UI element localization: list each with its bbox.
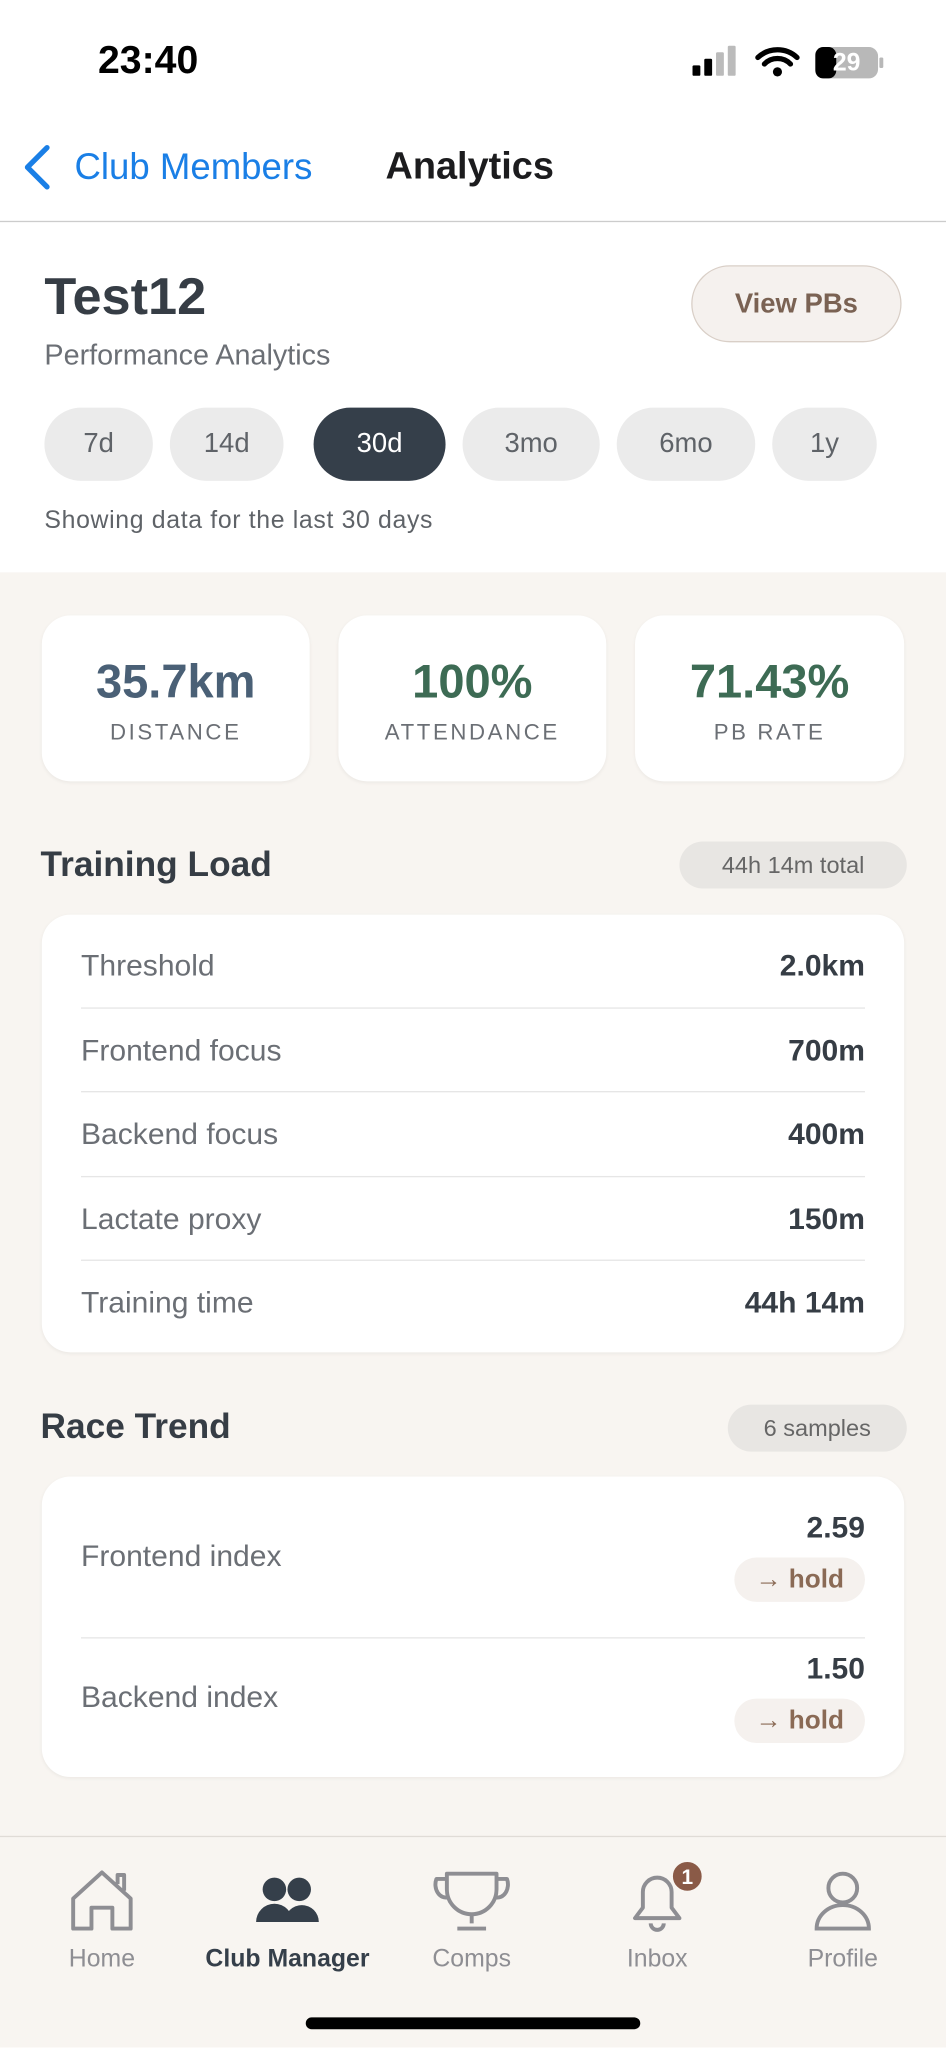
row-value: 700m xyxy=(788,1032,865,1067)
training-load-card: Threshold 2.0km Frontend focus 700m Backend … xyxy=(41,914,905,1353)
row-label: Frontend index xyxy=(81,1538,282,1573)
trend-pill: → hold xyxy=(734,1557,865,1602)
tab-label[interactable]: Club Manager xyxy=(205,1945,370,1974)
range-pill[interactable]: 30d xyxy=(313,407,446,481)
range-pill[interactable]: 14d xyxy=(169,407,284,481)
row-label: Backend index xyxy=(81,1679,279,1714)
status-time: 23:40 xyxy=(97,39,199,83)
stat-card: 71.43% PB RATE xyxy=(635,615,905,782)
stat-label: ATTENDANCE xyxy=(384,719,560,745)
row-separator xyxy=(81,1637,865,1639)
trend-pill: → hold xyxy=(734,1698,865,1744)
row-label: Backend focus xyxy=(81,1116,279,1151)
row-label: Threshold xyxy=(81,947,215,982)
stat-card: 35.7km DISTANCE xyxy=(41,615,310,782)
stat-value: 100% xyxy=(412,654,533,709)
row-value: 150m xyxy=(788,1200,865,1235)
row-separator xyxy=(81,1175,865,1177)
section-badge: 6 samples xyxy=(727,1404,907,1452)
subtitle: Performance Analytics xyxy=(44,338,331,372)
stat-value: 35.7km xyxy=(95,654,256,709)
row-value: 2.59 xyxy=(806,1509,865,1544)
view-pbs-button[interactable]: View PBs xyxy=(691,265,902,343)
section-title: Race Trend xyxy=(40,1406,231,1446)
tab-bar: 1 Home Club Manager Comps Inbox Profile xyxy=(0,1835,946,2048)
range-pill[interactable]: 1y xyxy=(772,407,877,481)
row-separator xyxy=(81,1259,865,1261)
inbox-badge: 1 xyxy=(681,1866,693,1889)
row-value: 1.50 xyxy=(806,1650,865,1685)
row-label: Training time xyxy=(81,1285,254,1320)
stat-label: DISTANCE xyxy=(109,719,242,745)
tab-label[interactable]: Inbox xyxy=(626,1945,688,1974)
row-value: 2.0km xyxy=(779,947,865,982)
divider xyxy=(0,220,946,223)
range-note: Showing data for the last 30 days xyxy=(44,506,434,535)
row-separator xyxy=(81,1006,865,1009)
stat-value: 71.43% xyxy=(689,654,850,709)
row-value: 400m xyxy=(788,1116,865,1151)
range-pill[interactable]: 6mo xyxy=(616,407,756,481)
range-pill[interactable]: 3mo xyxy=(462,407,600,481)
range-pill[interactable]: 7d xyxy=(44,407,153,481)
row-label: Frontend focus xyxy=(81,1032,282,1067)
status-icons: 29 xyxy=(692,45,884,79)
battery-level: 29 xyxy=(833,50,861,77)
stat-card: 100% ATTENDANCE xyxy=(338,615,607,782)
race-trend-card: Frontend index 2.59 → hold Backend index 1.5… xyxy=(41,1476,905,1778)
tab-label[interactable]: Profile xyxy=(807,1945,878,1974)
row-separator xyxy=(81,1091,865,1093)
tab-label[interactable]: Home xyxy=(68,1945,136,1974)
tab-label[interactable]: Comps xyxy=(432,1945,512,1974)
member-name: Test12 xyxy=(44,268,207,327)
section-title: Training Load xyxy=(40,844,272,884)
back-chevron[interactable] xyxy=(21,144,52,191)
row-value: 44h 14m xyxy=(744,1285,865,1320)
stat-label: PB RATE xyxy=(713,719,826,745)
section-badge: 44h 14m total xyxy=(679,841,907,889)
home-indicator xyxy=(305,2017,641,2030)
nav-title: Analytics xyxy=(385,145,554,188)
back-button[interactable]: Club Members xyxy=(74,146,313,187)
row-label: Lactate proxy xyxy=(81,1200,262,1235)
tab-icons: 1 xyxy=(71,1859,871,1932)
